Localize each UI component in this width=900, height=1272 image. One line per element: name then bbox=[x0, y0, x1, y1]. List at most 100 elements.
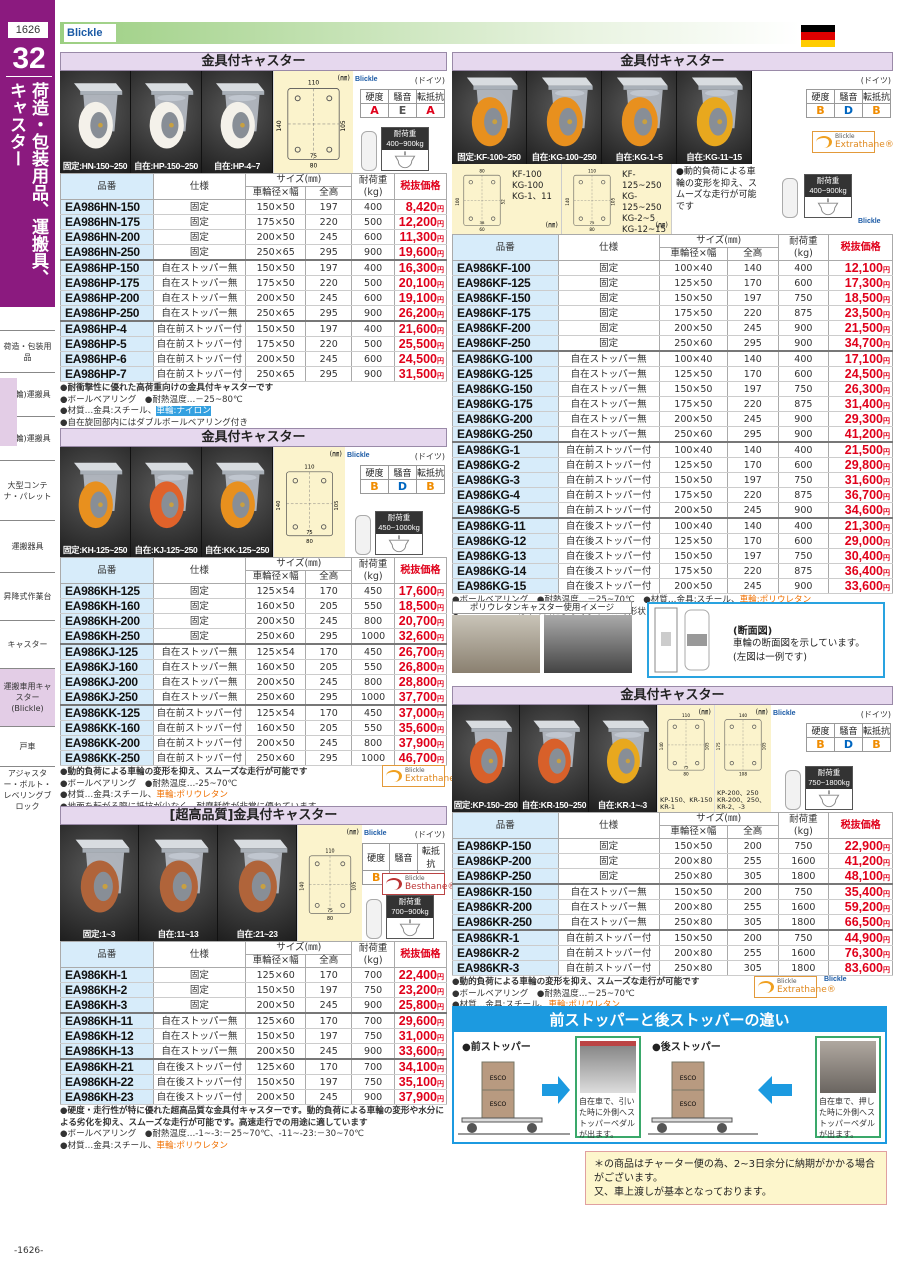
chapter-subtitle: キャスター bbox=[6, 82, 26, 167]
cell-load: 900 bbox=[777, 335, 830, 352]
note-text: ●ボールベアリング ●耐熱温度…－25~70℃ bbox=[452, 988, 635, 999]
material-logo-icon bbox=[386, 770, 402, 782]
load-label: 耐荷重 bbox=[398, 897, 422, 906]
cell-spec: 自在後ストッパー付 bbox=[557, 563, 660, 579]
cell-price: 36,700円 bbox=[828, 487, 893, 503]
origin-label: (ドイツ) bbox=[414, 830, 445, 839]
product-table: 品番 仕様 サイズ(㎜) 耐荷重 (kg) 税抜価格 車輪径×幅 全高 EA986KP-150 固… bbox=[452, 812, 893, 976]
cell-spec: 固定 bbox=[557, 275, 660, 291]
price-value: 24,500 bbox=[844, 367, 883, 381]
cell-height: 255 bbox=[726, 899, 779, 915]
cell-wheel-size: 125×50 bbox=[658, 457, 728, 473]
svg-text:80: 80 bbox=[306, 539, 313, 545]
cell-code: EA986KH-1 bbox=[60, 967, 154, 983]
header-code: 品番 bbox=[60, 173, 154, 200]
cell-price: 30,400円 bbox=[828, 548, 893, 564]
cell-wheel-size: 200×50 bbox=[245, 290, 307, 306]
note-text: ●材質…金具:スチール、 bbox=[60, 790, 157, 800]
table-row: EA986HP-5 自在前ストッパー付 175×50 220 500 25,500円 bbox=[60, 336, 448, 352]
cell-wheel-size: 160×50 bbox=[245, 720, 307, 736]
cell-wheel-size: 250×80 bbox=[658, 960, 728, 976]
nav-item[interactable]: 昇降式作業台 bbox=[0, 572, 55, 620]
cell-wheel-size: 250×60 bbox=[245, 628, 307, 645]
note-line: ●動的負荷による車輪の変形を抑え、スムーズな走行が可能です bbox=[60, 767, 447, 779]
price-value: 16,300 bbox=[398, 261, 437, 275]
header-height: 全高 bbox=[726, 825, 779, 839]
cell-spec: 自在前ストッパー付 bbox=[557, 487, 660, 503]
table-row: EA986KH-250 固定 250×60 295 1000 32,600円 bbox=[60, 628, 448, 645]
svg-text:140: 140 bbox=[277, 120, 283, 132]
nav-item[interactable]: アジャスター・ボルト・レベリングブロック bbox=[0, 766, 55, 812]
feature-notes: ●耐衝撃性に優れた高荷重向けの金具付キャスターです ●ボールベアリング ●耐熱温度… bbox=[60, 382, 447, 429]
cell-wheel-size: 160×50 bbox=[245, 659, 307, 675]
product-photo: 自在:KR-150~250 bbox=[520, 705, 589, 812]
cell-wheel-size: 125×50 bbox=[658, 275, 728, 291]
note-text: ●ボールベアリング ●耐熱温度…－25~70℃ ●材質…金具:スチール、 bbox=[452, 595, 740, 605]
cell-wheel-size: 150×50 bbox=[658, 381, 728, 397]
nav-item[interactable]: 運搬車用キャスター(Blickle) bbox=[0, 668, 55, 726]
load-capacity-label: 耐荷重 450~1000kg bbox=[376, 512, 422, 534]
rear-stopper-photo: 自在車で、押した時に外側へストッパーペダルが出ます。 bbox=[815, 1036, 881, 1139]
photo-caption: 自在:KG-100~250 bbox=[531, 152, 597, 162]
cross-section-note: (左図は一例です) bbox=[733, 652, 807, 663]
photo-caption: 自在:KJ-125~250 bbox=[134, 545, 198, 555]
cell-load: 900 bbox=[777, 320, 830, 336]
product-photo: 自在:KG-11~15 bbox=[677, 71, 752, 164]
cell-spec: 自在前ストッパー付 bbox=[152, 366, 247, 382]
dimension-diagram: 110 140 105 75 80 (㎜) bbox=[273, 447, 345, 557]
cell-height: 197 bbox=[305, 1028, 353, 1044]
cell-code: EA986HP-5 bbox=[60, 336, 154, 352]
cell-code: EA986HN-200 bbox=[60, 229, 154, 245]
cell-wheel-size: 150×50 bbox=[245, 199, 307, 215]
cell-code: EA986KH-21 bbox=[60, 1058, 154, 1075]
cell-spec: 自在前ストッパー付 bbox=[557, 945, 660, 961]
price-value: 25,800 bbox=[398, 998, 437, 1012]
nav-item[interactable]: 運搬器具 bbox=[0, 520, 55, 572]
cell-height: 197 bbox=[726, 548, 779, 564]
cell-code: EA986KP-250 bbox=[452, 868, 559, 885]
wheel-profile-icon bbox=[361, 131, 377, 171]
cell-code: EA986HP-175 bbox=[60, 275, 154, 291]
header-load-label: 耐荷重 bbox=[789, 813, 818, 825]
mounting-plate-diagram: 110 140 105 75 80 bbox=[276, 464, 340, 545]
nav-item[interactable]: 戸車 bbox=[0, 726, 55, 766]
dimension-diagram: 110 140 105 75 80 (㎜) bbox=[273, 71, 353, 173]
nav-item[interactable]: 大型コンテナ・パレット bbox=[0, 460, 55, 520]
yen-unit: 円 bbox=[883, 525, 890, 532]
material-logo-brand: Blickle bbox=[405, 767, 425, 774]
blickle-small-logo: Blickle bbox=[858, 218, 881, 225]
nav-item[interactable]: 荷造・包装用品 bbox=[0, 330, 55, 372]
chapter-band bbox=[0, 0, 55, 307]
cell-price: 44,900円 bbox=[828, 929, 893, 946]
header-load-unit: (kg) bbox=[363, 570, 383, 582]
cell-wheel-size: 150×50 bbox=[658, 472, 728, 488]
cell-code: EA986KJ-200 bbox=[60, 674, 154, 690]
cell-code: EA986KG-14 bbox=[452, 563, 559, 579]
nav-item[interactable]: キャスター bbox=[0, 620, 55, 668]
cell-price: 66,500円 bbox=[828, 914, 893, 931]
cell-height: 140 bbox=[726, 260, 779, 276]
cell-wheel-size: 200×80 bbox=[658, 853, 728, 869]
table-row: EA986KH-200 固定 200×50 245 800 20,700円 bbox=[60, 613, 448, 629]
cell-load: 900 bbox=[351, 1089, 395, 1105]
caster-silhouette-icon bbox=[818, 790, 840, 808]
yen-unit: 円 bbox=[883, 540, 890, 547]
cell-price: 23,500円 bbox=[828, 305, 893, 321]
material-logo-name: Extrathane® bbox=[777, 984, 836, 995]
nav-item[interactable]: (二輪)運搬具 bbox=[0, 372, 55, 416]
yen-unit: 円 bbox=[437, 989, 444, 996]
table-row: EA986KH-11 自在ストッパー無 125×60 170 700 29,600円 bbox=[60, 1012, 448, 1029]
caster-photo-icon bbox=[74, 462, 123, 529]
model-label: KG-125~250 bbox=[622, 192, 662, 213]
price-value: 35,100 bbox=[398, 1075, 437, 1089]
cell-spec: 自在前ストッパー付 bbox=[152, 351, 247, 367]
cell-load: 900 bbox=[777, 426, 830, 443]
cell-price: 21,500円 bbox=[828, 320, 893, 336]
rating-header: 騒音 bbox=[834, 723, 863, 738]
table-row: EA986KJ-125 自在ストッパー無 125×54 170 450 26,700円 bbox=[60, 643, 448, 660]
caster-photo-icon bbox=[145, 462, 194, 529]
nav-item[interactable]: (四輪)運搬具 bbox=[0, 416, 55, 460]
product-section-kh-kj-kk: 金具付キャスター 固定:KH-125~250 自在:KJ-125~250 自在:… bbox=[60, 428, 464, 813]
cell-load: 700 bbox=[351, 1012, 395, 1029]
notice-line: 又、車上渡しが基本となっております。 bbox=[594, 1187, 772, 1198]
